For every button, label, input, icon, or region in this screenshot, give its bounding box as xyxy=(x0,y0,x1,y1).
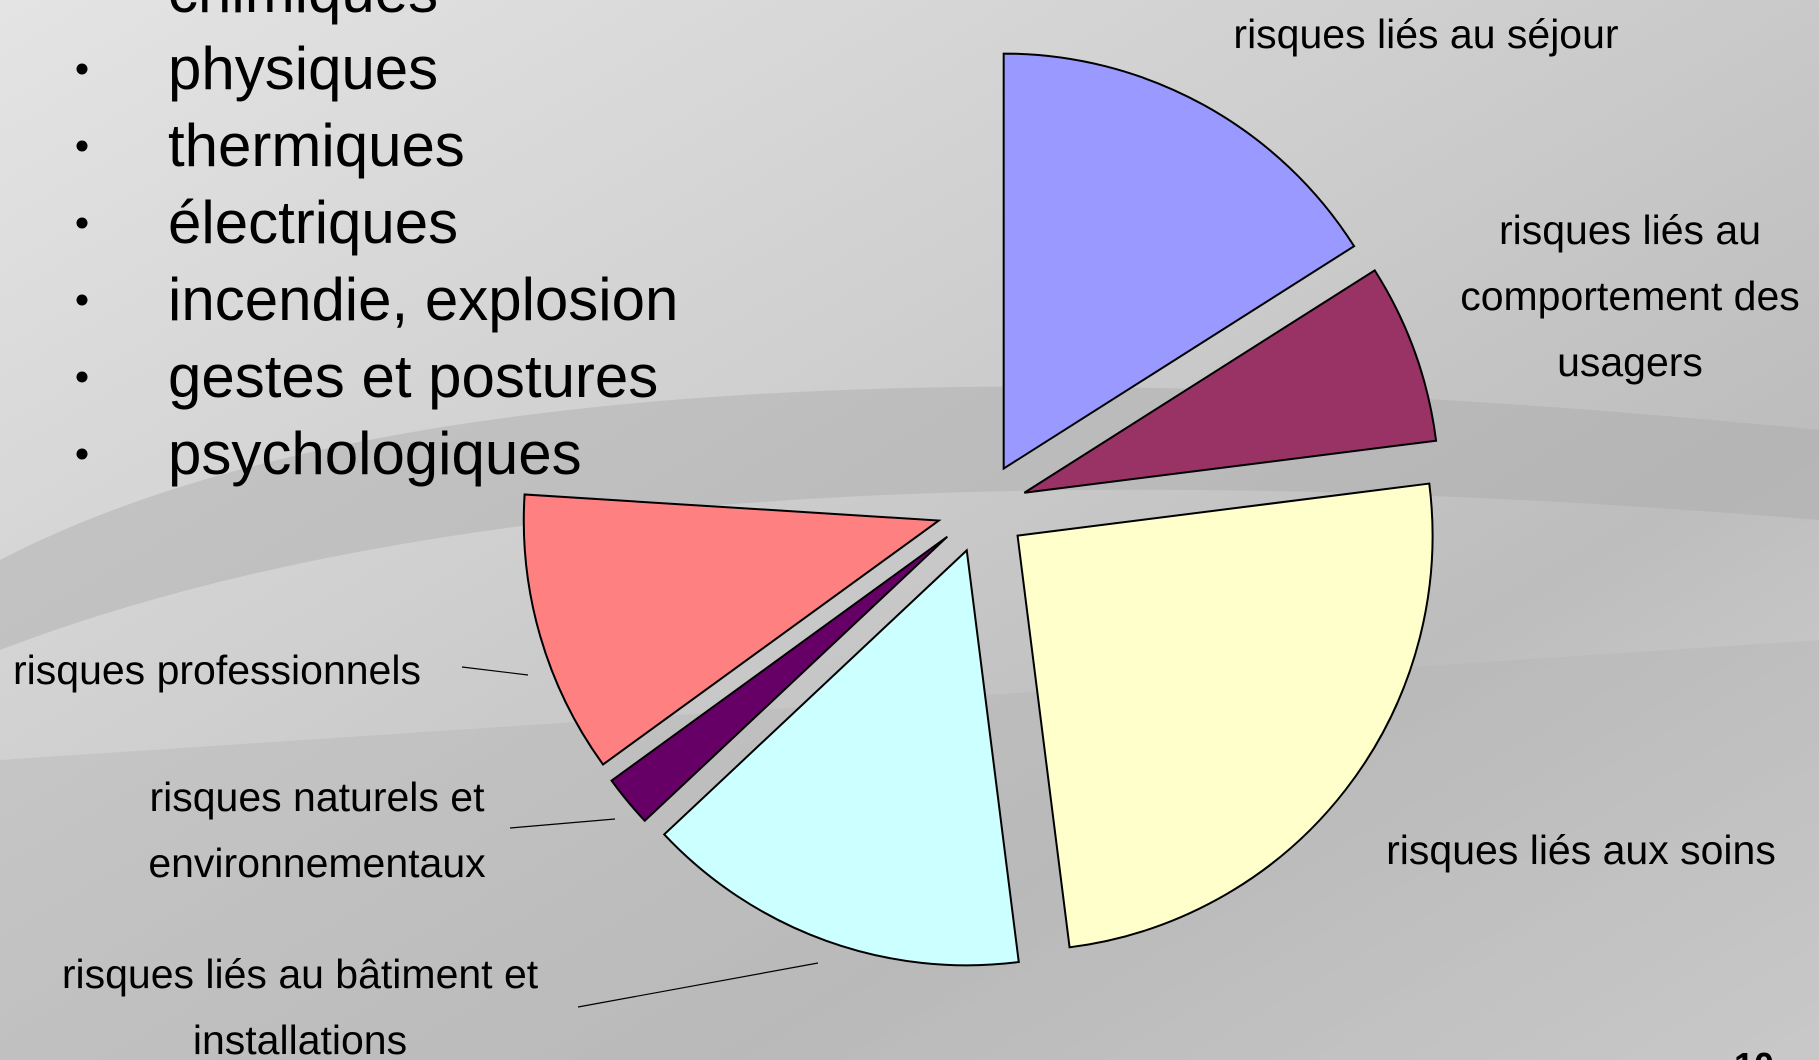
pie-label: risques liés au séjour xyxy=(1233,11,1618,57)
bullet-dot xyxy=(76,217,88,229)
bullet-text: incendie, explosion xyxy=(168,266,678,333)
bullet-dot xyxy=(76,63,88,75)
pie-slice xyxy=(1023,269,1438,494)
bullet-list: chimiques physiques thermiques électriques i… xyxy=(76,0,678,487)
pie-label: risques professionnels xyxy=(13,647,421,693)
pie-slice xyxy=(522,493,942,766)
pie-slice xyxy=(1016,482,1434,949)
bullet-text: chimiques xyxy=(168,0,438,25)
background-shape xyxy=(0,386,1819,650)
pie-slice xyxy=(662,548,1020,967)
leader-line xyxy=(509,818,616,829)
bullet-text: physiques xyxy=(168,35,438,102)
pie-slice xyxy=(610,535,949,823)
bullet-text: psychologiques xyxy=(168,420,582,487)
pie-label: risques liés au comportement des usagers xyxy=(1460,207,1800,385)
bullet-dot xyxy=(76,448,88,460)
bullet-dot xyxy=(76,371,88,383)
page-number: 10 xyxy=(1734,1045,1774,1060)
pie-chart: risques liés au séjour risques liés au com… xyxy=(13,11,1800,1060)
bullet-text: électriques xyxy=(168,189,458,256)
bullet-dot xyxy=(76,140,88,152)
pie-label: risques naturels et environnementaux xyxy=(148,774,486,886)
pie-slice xyxy=(1002,52,1356,471)
bullet-text: thermiques xyxy=(168,112,465,179)
leader-line xyxy=(577,962,819,1008)
bullet-text: gestes et postures xyxy=(168,343,658,410)
pie-label: risques liés aux soins xyxy=(1386,827,1776,873)
bullet-dot xyxy=(76,294,88,306)
pie-label: risques liés au bâtiment et installations xyxy=(62,951,539,1060)
leader-line xyxy=(461,666,529,676)
